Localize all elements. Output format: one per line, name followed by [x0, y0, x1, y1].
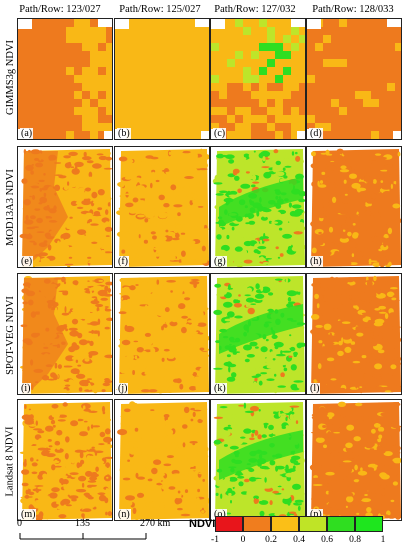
panel-letter: (a)	[20, 128, 34, 139]
panel-letter: (d)	[309, 128, 323, 139]
ndvi-raster-image	[19, 149, 112, 267]
legend-swatch	[327, 516, 355, 532]
scale-bar	[19, 533, 147, 540]
ndvi-raster-image	[310, 148, 401, 267]
ndvi-panel-h: (h)	[306, 146, 402, 268]
ndvi-panel-m: (m)	[17, 399, 113, 521]
scale-label-0: 0	[17, 518, 22, 529]
panel-letter: (o)	[213, 509, 227, 520]
ndvi-raster-image	[19, 402, 112, 520]
ndvi-raster-image	[116, 276, 209, 394]
panel-letter: (g)	[213, 256, 227, 267]
legend-tick-label: 0.6	[321, 535, 333, 545]
ndvi-raster-image	[115, 19, 209, 139]
legend-swatch	[271, 516, 299, 532]
panel-letter: (j)	[117, 383, 129, 394]
ndvi-raster-image	[213, 276, 305, 394]
column-header-125-027: Path/Row: 125/027	[119, 4, 201, 15]
scale-label-270: 270 km	[140, 518, 171, 529]
panel-letter: (b)	[117, 128, 131, 139]
ndvi-raster-image	[18, 19, 112, 139]
row-label-landsat8: Landsat 8 NDVI	[4, 426, 16, 496]
ndvi-panel-l: (l)	[306, 273, 402, 395]
legend-title: NDVI	[189, 518, 216, 530]
ndvi-panel-b: (b)	[114, 18, 210, 140]
panel-letter: (i)	[20, 383, 32, 394]
legend-tick-label: 0.2	[265, 535, 277, 545]
panel-letter: (l)	[309, 383, 321, 394]
ndvi-panel-e: (e)	[17, 146, 113, 268]
legend-tick-label: 1	[380, 535, 386, 545]
ndvi-panel-k: (k)	[210, 273, 306, 395]
scale-label-135: 135	[75, 518, 90, 529]
ndvi-raster-image	[117, 401, 209, 520]
ndvi-panel-f: (f)	[114, 146, 210, 268]
ndvi-panel-d: (d)	[306, 18, 402, 140]
panel-letter: (n)	[117, 509, 131, 520]
legend-tick-label: 0	[240, 535, 246, 545]
legend-tick-label: -1	[211, 535, 219, 545]
ndvi-panel-o: (o)	[210, 399, 306, 521]
panel-letter: (h)	[309, 256, 323, 267]
column-header-123-027: Path/Row: 123/027	[19, 4, 101, 15]
ndvi-panel-a: (a)	[17, 18, 113, 140]
panel-letter: (e)	[20, 256, 34, 267]
panel-letter: (f)	[117, 256, 129, 267]
panel-letter: (m)	[20, 509, 37, 520]
ndvi-panel-j: (j)	[114, 273, 210, 395]
panel-letter: (p)	[309, 509, 323, 520]
legend-swatch	[243, 516, 271, 532]
ndvi-raster-image	[20, 276, 112, 394]
legend-tick-label: 0.8	[349, 535, 361, 545]
column-header-128-033: Path/Row: 128/033	[312, 4, 394, 15]
ndvi-panel-c: (c)	[210, 18, 306, 140]
ndvi-panel-i: (i)	[17, 273, 113, 395]
legend-swatch	[299, 516, 327, 532]
row-label-mod13a3: MOD13A3 NDVI	[4, 168, 16, 246]
panel-letter: (c)	[213, 128, 227, 139]
panel-letter: (k)	[213, 383, 227, 394]
ndvi-panel-n: (n)	[114, 399, 210, 521]
ndvi-panel-g: (g)	[210, 146, 306, 268]
ndvi-panel-p: (p)	[306, 399, 402, 521]
ndvi-raster-image	[213, 402, 305, 520]
row-label-gimms3g: GIMMS3g NDVI	[4, 39, 16, 115]
legend-swatch	[355, 516, 383, 532]
ndvi-raster-image	[310, 275, 401, 394]
legend-tick-label: 0.4	[293, 535, 305, 545]
legend-swatch	[215, 516, 243, 532]
ndvi-raster-image	[116, 148, 209, 267]
column-header-127-032: Path/Row: 127/032	[214, 4, 296, 15]
ndvi-raster-image	[212, 149, 305, 267]
ndvi-raster-image	[307, 19, 401, 139]
ndvi-raster-image	[211, 19, 305, 139]
row-label-spot-veg: SPOT-VEG NDVI	[4, 295, 16, 375]
ndvi-raster-image	[309, 401, 401, 520]
